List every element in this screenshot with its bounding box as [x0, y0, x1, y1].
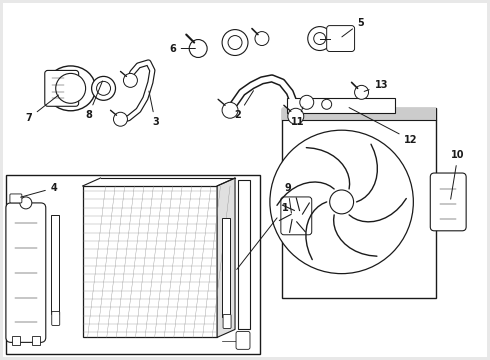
Circle shape	[270, 130, 414, 274]
Circle shape	[56, 73, 86, 103]
Text: 6: 6	[169, 44, 196, 54]
Text: 4: 4	[21, 183, 57, 197]
Text: 12: 12	[349, 108, 418, 145]
FancyBboxPatch shape	[6, 203, 46, 342]
Bar	[282, 108, 436, 120]
Circle shape	[222, 102, 238, 118]
Text: 13: 13	[364, 80, 388, 91]
Text: 3: 3	[149, 91, 159, 127]
Bar	[51, 215, 59, 315]
Bar	[282, 108, 436, 298]
Circle shape	[314, 32, 326, 45]
Circle shape	[114, 112, 127, 126]
FancyBboxPatch shape	[236, 332, 250, 349]
Ellipse shape	[46, 66, 96, 111]
Bar	[32, 336, 40, 345]
Circle shape	[222, 30, 248, 55]
FancyBboxPatch shape	[327, 26, 355, 51]
Circle shape	[20, 197, 32, 209]
FancyBboxPatch shape	[52, 311, 60, 325]
Text: 9: 9	[285, 183, 292, 213]
Bar	[287, 98, 395, 113]
Text: 5: 5	[342, 18, 364, 37]
Circle shape	[97, 81, 111, 95]
Circle shape	[189, 40, 207, 58]
Circle shape	[300, 95, 314, 109]
Bar	[12, 336, 20, 345]
FancyBboxPatch shape	[10, 194, 22, 203]
Bar	[238, 180, 250, 329]
Text: 7: 7	[25, 95, 58, 123]
Text: 2: 2	[235, 91, 253, 120]
Circle shape	[255, 32, 269, 45]
Circle shape	[123, 73, 137, 87]
Bar	[6, 175, 260, 354]
Text: 11: 11	[291, 107, 305, 127]
FancyBboxPatch shape	[430, 173, 466, 231]
Text: 10: 10	[451, 150, 465, 199]
Circle shape	[322, 99, 332, 109]
Polygon shape	[217, 178, 235, 337]
Circle shape	[228, 36, 242, 50]
Circle shape	[330, 190, 354, 214]
Bar	[222, 218, 230, 318]
Circle shape	[308, 27, 332, 50]
Circle shape	[355, 85, 368, 99]
Circle shape	[92, 76, 116, 100]
Text: 1: 1	[237, 203, 288, 269]
Text: 8: 8	[85, 81, 102, 120]
Polygon shape	[83, 186, 217, 337]
FancyBboxPatch shape	[223, 315, 231, 328]
FancyBboxPatch shape	[45, 71, 78, 106]
Circle shape	[288, 108, 304, 124]
FancyBboxPatch shape	[281, 197, 312, 235]
